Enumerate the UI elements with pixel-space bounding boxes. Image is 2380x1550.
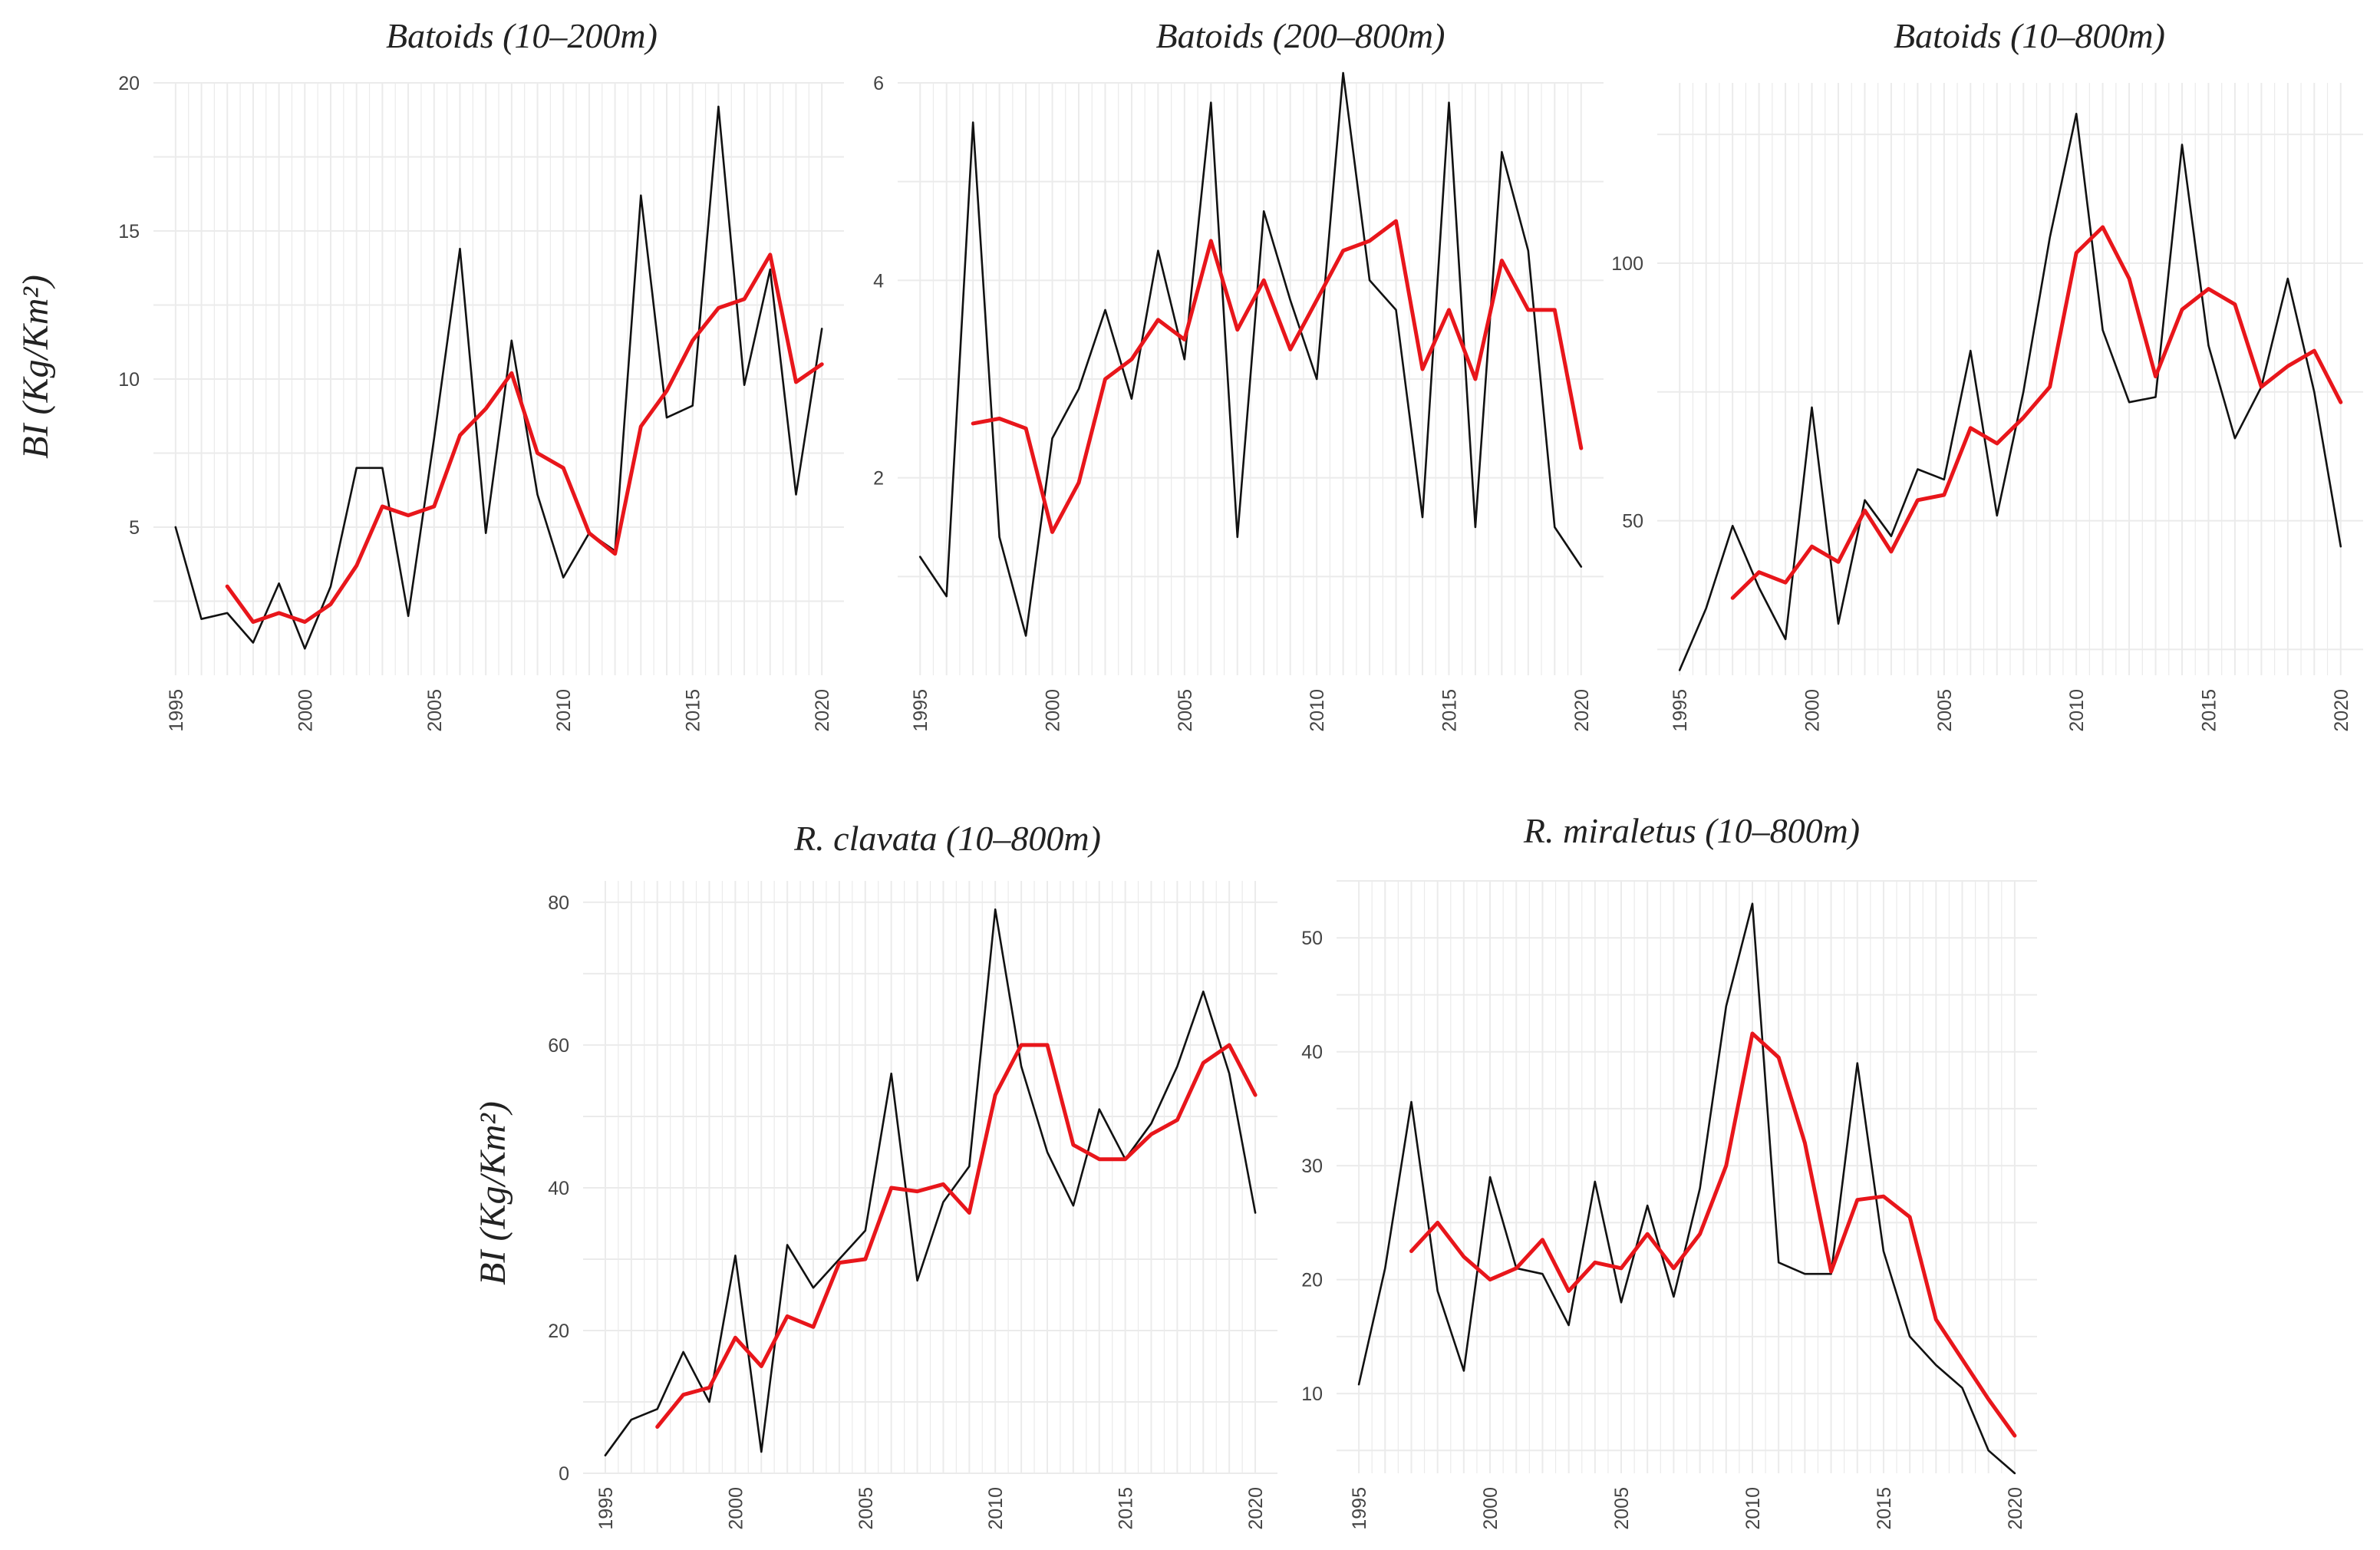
x-tick-label: 2015 — [683, 689, 704, 732]
x-tick-label: 2005 — [1611, 1487, 1633, 1530]
panel-title: Batoids (10–800m) — [1894, 16, 2165, 55]
series-line-observed — [1357, 902, 2016, 1475]
panel-title: Batoids (10–200m) — [386, 16, 658, 55]
y-axis-label-row-2: BI (Kg/Km²) — [473, 1101, 513, 1285]
x-tick-label: 2015 — [1116, 1487, 1137, 1530]
x-tick-label: 1995 — [910, 689, 931, 732]
x-tick-label: 2020 — [1245, 1487, 1267, 1530]
y-tick-label: 30 — [1301, 1156, 1323, 1177]
x-tick-label: 2010 — [1307, 689, 1328, 732]
x-tick-label: 2010 — [1742, 1487, 1764, 1530]
x-tick-label: 2000 — [295, 689, 316, 732]
series-line-observed — [1678, 113, 2342, 671]
y-tick-label: 40 — [1301, 1042, 1323, 1064]
x-tick-label: 2000 — [1480, 1487, 1502, 1530]
x-tick-label: 1995 — [1349, 1487, 1370, 1530]
x-tick-label: 2020 — [2005, 1487, 2026, 1530]
y-tick-label: 5 — [129, 517, 140, 539]
x-tick-label: 2005 — [1175, 689, 1196, 732]
y-tick-label: 20 — [1301, 1270, 1323, 1291]
gridlines — [153, 82, 844, 675]
x-tick-label: 2000 — [1043, 689, 1064, 732]
panel-title: Batoids (200–800m) — [1156, 16, 1445, 55]
panel-batoids-10-200m: Batoids (10–200m) 5 10 15 20 1995 2000 2005 2010… — [118, 16, 844, 732]
y-tick-label: 80 — [548, 892, 569, 914]
series-line-smoothed — [971, 219, 1584, 534]
y-tick-label: 6 — [873, 73, 884, 94]
series-line-smoothed — [1409, 1031, 2017, 1438]
x-tick-label: 2010 — [985, 1487, 1007, 1530]
gridlines — [898, 82, 1604, 675]
y-tick-label: 10 — [1301, 1383, 1323, 1405]
x-tick-label: 2010 — [2066, 689, 2088, 732]
x-tick-label: 2020 — [812, 689, 833, 732]
y-axis-label-row-1: BI (Kg/Km²) — [15, 275, 56, 459]
x-tick-label: 2015 — [2198, 689, 2220, 732]
panel-batoids-200-800m: Batoids (200–800m) 2 4 6 1995 2000 2005 2010 201… — [873, 16, 1604, 732]
series-line-observed — [174, 105, 823, 650]
gridlines — [583, 881, 1277, 1474]
y-tick-label: 40 — [548, 1178, 569, 1199]
y-tick-label: 50 — [1301, 928, 1323, 949]
y-tick-label: 60 — [548, 1035, 569, 1057]
x-tick-label: 1995 — [1670, 689, 1691, 732]
y-tick-label: 2 — [873, 468, 884, 490]
panel-r-miraletus-10-800m: R. miraletus (10–800m) 10 20 30 40 50 1995 2000… — [1301, 811, 2037, 1530]
x-tick-label: 2010 — [553, 689, 575, 732]
x-tick-label: 2020 — [2331, 689, 2352, 732]
y-tick-label: 20 — [548, 1321, 569, 1342]
x-tick-label: 1995 — [166, 689, 187, 732]
y-tick-label: 0 — [559, 1463, 569, 1485]
panel-r-clavata-10-800m: R. clavata (10–800m) 0 20 40 60 80 1995 2000 200… — [548, 819, 1277, 1530]
y-tick-label: 50 — [1622, 511, 1643, 533]
y-tick-label: 10 — [118, 369, 140, 391]
y-tick-label: 4 — [873, 270, 884, 292]
x-tick-label: 2005 — [424, 689, 446, 732]
gridlines — [1337, 880, 2037, 1473]
series-line-smoothed — [655, 1043, 1258, 1429]
x-tick-label: 2000 — [1802, 689, 1824, 732]
y-tick-label: 15 — [118, 221, 140, 242]
x-tick-label: 2000 — [725, 1487, 747, 1530]
x-tick-label: 2005 — [855, 1487, 877, 1530]
x-tick-label: 1995 — [595, 1487, 617, 1530]
y-tick-label: 20 — [118, 73, 140, 94]
x-tick-label: 2015 — [1874, 1487, 1895, 1530]
x-tick-label: 2005 — [1934, 689, 1956, 732]
series-line-observed — [918, 71, 1583, 637]
panel-batoids-10-800m: Batoids (10–800m) 50 100 1995 2000 2005 2010 20… — [1611, 16, 2363, 732]
x-tick-label: 2015 — [1439, 689, 1460, 732]
panel-title: R. clavata (10–800m) — [793, 819, 1101, 858]
series-line-smoothed — [1730, 225, 2343, 600]
y-tick-label: 100 — [1611, 253, 1643, 275]
panel-title: R. miraletus (10–800m) — [1523, 811, 1860, 850]
series-line-smoothed — [225, 252, 824, 624]
x-tick-label: 2020 — [1571, 689, 1593, 732]
